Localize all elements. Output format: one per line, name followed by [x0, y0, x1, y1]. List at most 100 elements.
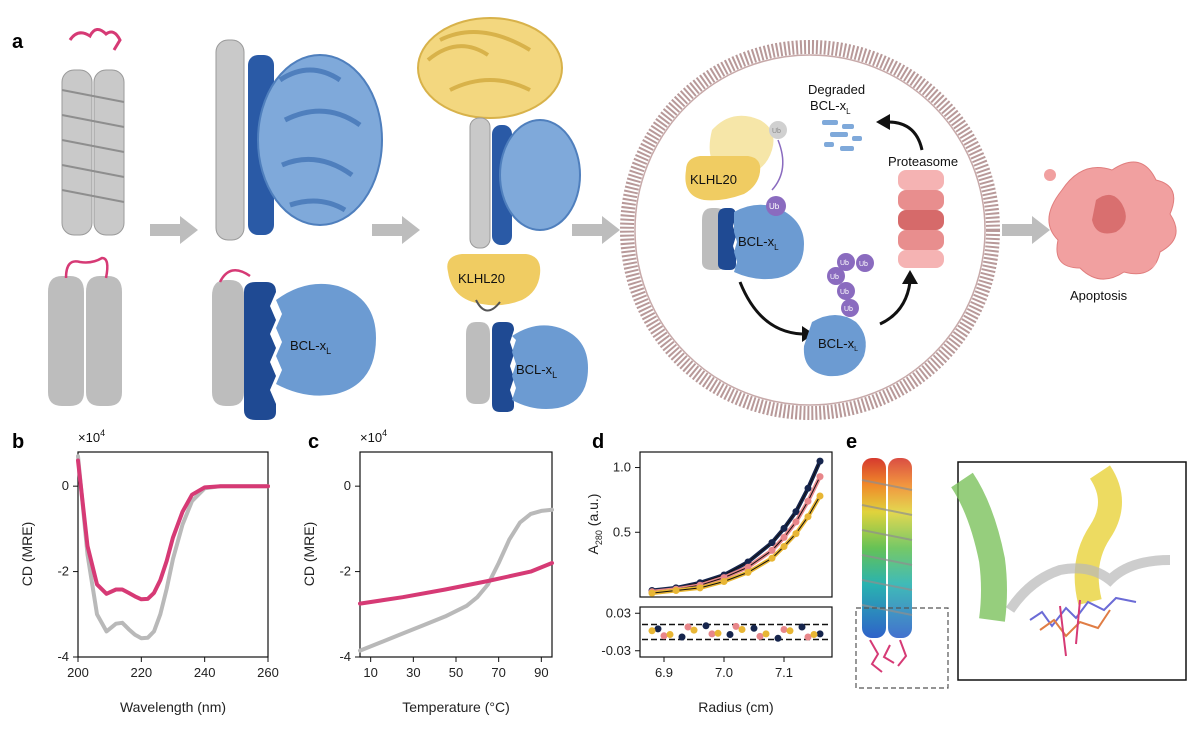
- d-top-ytick-label-0: 0.5: [613, 524, 631, 539]
- d-bot-point-2-0: [648, 627, 656, 635]
- ternary-bclxl-ribbon: [499, 119, 581, 231]
- apoptotic-cell: [1044, 161, 1177, 280]
- d-bot-point-1-2: [708, 630, 716, 638]
- rainbow-helix-1: [862, 458, 886, 638]
- ternary-cartoon-bclxl: [512, 325, 588, 409]
- cartoon-dark-blue-helix: [244, 282, 276, 420]
- arrow-1: [150, 216, 198, 244]
- cartoon-gray-helix: [212, 280, 244, 406]
- d-bot-point-0-5: [774, 634, 782, 642]
- d-top-point-0-7: [792, 508, 800, 516]
- proteasome-arrowhead: [902, 270, 918, 284]
- ub-chain-4: [837, 253, 855, 271]
- xlabel-d: Radius (cm): [698, 699, 773, 715]
- degraded-label-1: Degraded: [808, 82, 865, 97]
- klhl20-strands: [426, 30, 532, 92]
- zoom-inset: [951, 465, 1171, 657]
- cell-bclxl: [734, 204, 804, 280]
- d-top-point-2-1: [672, 587, 680, 594]
- cell: Ub KLHL20 BCL-xL Ub BCL-xL Ub Ub Ub Ub U…: [620, 40, 1000, 420]
- proteasome-label: Proteasome: [888, 154, 958, 169]
- d-bot-point-0-6: [798, 623, 806, 631]
- plot-frame-b: [77, 451, 269, 658]
- apoptotic-bleb-4: [1144, 256, 1156, 268]
- proteasome-ring-1: [898, 170, 944, 190]
- d-bot-point-0-0: [654, 625, 662, 633]
- cell-klhl20: [685, 156, 761, 201]
- klhl20-label-2: KLHL20: [690, 172, 737, 187]
- panel-label-e: e: [846, 431, 857, 453]
- ternary-cartoon-dark: [492, 322, 514, 412]
- apoptotic-nucleus: [1092, 194, 1126, 234]
- ub-attached-label: Ub: [769, 202, 780, 211]
- zoom-inset-frame: [957, 461, 1187, 681]
- c-ytick-label-1: -2: [339, 564, 351, 579]
- ub-chain-label-1: Ub: [844, 306, 853, 313]
- ylabel-d: A280 (a.u.): [585, 494, 604, 555]
- b-ytick-label-2: -4: [57, 649, 69, 664]
- bclxl-label-5: BCL-xL: [818, 336, 858, 353]
- panel-label-c: c: [308, 431, 319, 453]
- d-top-point-1-8: [804, 497, 812, 505]
- d-bot-point-1-6: [804, 633, 812, 641]
- c-xtick-label-2: 50: [449, 665, 463, 680]
- c-xtick-label-3: 70: [491, 665, 505, 680]
- plot-frame-d-top: [639, 451, 833, 598]
- apoptotic-bleb-3: [1063, 245, 1077, 259]
- d-xtick-label-0: 6.9: [655, 665, 673, 680]
- d-bot-point-2-5: [762, 630, 770, 638]
- panel-label-b: b: [12, 431, 24, 453]
- c-xtick-label-1: 30: [406, 665, 420, 680]
- d-top-point-2-2: [696, 584, 704, 592]
- d-bot-point-2-1: [666, 631, 674, 638]
- arrow-3: [572, 216, 620, 244]
- proteasome-ring-2: [898, 190, 944, 210]
- rainbow-helix-model: [861, 458, 913, 673]
- arrow-2: [372, 216, 420, 244]
- ternary-linker: [475, 299, 501, 312]
- exponent-b: ×104: [78, 428, 105, 445]
- d-bot-point-1-3: [732, 622, 740, 630]
- rainbow-helix-2: [888, 458, 912, 638]
- cartoon-klhl20: [447, 254, 541, 306]
- proteasome: [898, 170, 944, 268]
- loop-sticks: [68, 28, 122, 51]
- ub-transfer-arrow: [771, 139, 784, 191]
- helix-turns: [61, 89, 125, 203]
- panel-a: a BCL-xL: [12, 17, 1177, 420]
- b-xtick-label-0: 200: [67, 665, 89, 680]
- b-ytick-label-0: 0: [62, 478, 69, 493]
- proteasome-ring-3: [898, 210, 944, 230]
- d-bot-point-1-1: [684, 623, 692, 631]
- bclxl-label-3: BCL-xL: [516, 362, 557, 380]
- zoom-loop-sticks-3: [1059, 599, 1081, 657]
- complex-cartoon: BCL-xL: [212, 269, 376, 420]
- d-top-point-2-3: [720, 578, 728, 585]
- zoom-loop-sticks-2: [1039, 609, 1111, 638]
- zoom-region-box: [855, 607, 949, 689]
- d-bot-point-0-4: [750, 624, 758, 632]
- ub-chain-label-5: Ub: [859, 261, 868, 268]
- series-b: [76, 454, 270, 641]
- d-top-point-0-6: [780, 524, 788, 532]
- ub-chain-2: [837, 282, 855, 300]
- series-c: [358, 507, 554, 653]
- d-top-point-2-8: [804, 513, 812, 521]
- panel-label-d: d: [592, 431, 604, 453]
- b-xtick-label-3: 260: [257, 665, 279, 680]
- ub-chain-label-4: Ub: [840, 260, 849, 267]
- c-series-line-0: [358, 507, 554, 653]
- degraded-fragments: [822, 120, 862, 151]
- polyub-bclxl: [803, 315, 866, 377]
- loop-sticks-e: [869, 639, 908, 673]
- c-ytick-label-0: 0: [344, 478, 351, 493]
- zoom-helix-yellow: [1074, 465, 1122, 605]
- d-top-point-0-9: [816, 457, 824, 465]
- ub-attached: [766, 196, 786, 216]
- complex-structure: [215, 39, 383, 241]
- cartoon-helix-1: [48, 276, 84, 406]
- b-ytick-label-1: -2: [57, 564, 69, 579]
- d-bot-point-2-6: [786, 627, 794, 635]
- cell-membrane: [620, 40, 1000, 420]
